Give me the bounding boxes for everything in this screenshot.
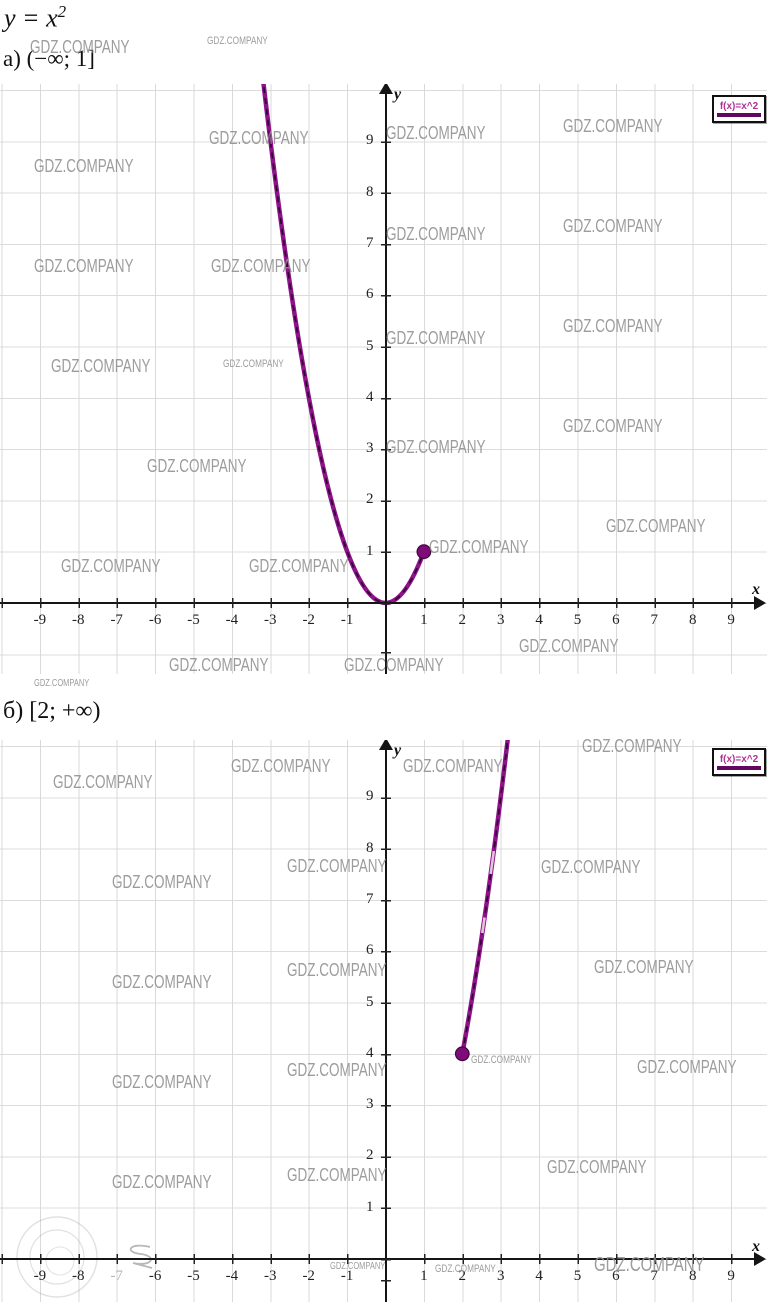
x-tick-label: 3 [496, 612, 505, 628]
x-tick-label: 7 [650, 612, 659, 628]
x-tick-label: 2 [458, 612, 467, 628]
legend-box-b: f(x)=x^2 [712, 748, 766, 776]
x-tick-label: -3 [264, 612, 277, 628]
x-tick-label: 3 [496, 1268, 505, 1284]
x-tick-label: -4 [225, 612, 239, 628]
y-tick-label: 9 [366, 132, 374, 149]
legend-line-swatch [717, 113, 761, 117]
x-tick-label: -7 [110, 612, 123, 628]
part-b-label: б) [2; +∞) [3, 698, 101, 724]
x-tick-label: -1 [340, 1268, 354, 1284]
y-tick-label: 1 [366, 542, 374, 559]
watermark: GDZ.COMPANY [207, 35, 268, 47]
x-tick-label: -6 [148, 1268, 162, 1284]
watermark: GDZ.COMPANY [34, 678, 90, 689]
chart-a: x y f(x)=x^2 -9 -8 -7 -6 -5 -4 -3 -2 -1 1 2 3 4 5 6 7 8 9… [0, 84, 767, 674]
curve-a-core [262, 84, 425, 604]
curve-b-stroke [460, 740, 510, 1057]
y-axis-arrow-icon [378, 740, 393, 750]
curve-a-stroke [261, 84, 427, 606]
x-tick-label: -3 [264, 1268, 277, 1284]
y-axis-label: y [394, 742, 402, 759]
formula-base: y = x [4, 3, 58, 33]
x-axis-label: x [752, 581, 760, 598]
curve-a-parabola [261, 84, 432, 606]
y-tick-label: 5 [366, 337, 374, 354]
x-tick-label: 1 [420, 612, 428, 628]
x-tick-label: -9 [33, 612, 47, 628]
chart-b: x y f(x)=x^2 -9 -8 -7 -6 -5 -4 -3 -2 -1 1 2 3 4 5 6 7 8 9… [0, 740, 767, 1302]
x-tick-label: 2 [458, 1268, 467, 1284]
x-tick-label: 4 [535, 612, 543, 628]
y-tick-label: 7 [366, 890, 374, 907]
y-tick-label: 4 [366, 388, 374, 405]
x-tick-label: -8 [72, 612, 85, 628]
curve-b-core [461, 740, 509, 1054]
y-tick-label: 8 [366, 839, 374, 856]
y-tick-label: 8 [366, 183, 374, 200]
y-tick-label: 4 [366, 1044, 374, 1061]
x-tick-label: -6 [148, 612, 162, 628]
legend-label: f(x)=x^2 [719, 101, 759, 112]
x-tick-label: -7 [110, 1268, 123, 1284]
x-tick-label: 5 [573, 1268, 582, 1284]
x-tick-label: 4 [535, 1268, 543, 1284]
y-axis-ticks [380, 768, 391, 1302]
x-tick-label: 8 [688, 612, 697, 628]
x-tick-label: -8 [72, 1268, 85, 1284]
x-tick-label: 9 [727, 612, 735, 628]
y-axis-label: y [394, 86, 402, 103]
y-tick-label: 3 [366, 440, 374, 457]
legend-box-a: f(x)=x^2 [712, 95, 766, 123]
x-tick-label: -2 [302, 612, 315, 628]
y-tick-label: 2 [366, 1147, 374, 1164]
x-tick-label: 9 [727, 1268, 735, 1284]
y-axis-arrow-icon [378, 84, 393, 94]
y-tick-label: 3 [366, 1096, 374, 1113]
x-tick-label: 7 [650, 1268, 659, 1284]
x-tick-label: -5 [187, 612, 200, 628]
x-tick-label: 6 [612, 612, 620, 628]
y-tick-label: 6 [366, 286, 374, 303]
legend-line-swatch [717, 766, 761, 770]
curve-b-artifact [481, 917, 486, 934]
y-tick-label: 5 [366, 993, 374, 1010]
x-tick-label: 6 [612, 1268, 620, 1284]
y-tick-label: 1 [366, 1198, 374, 1215]
y-axis-ticks [380, 112, 391, 674]
formula-exponent: 2 [57, 2, 67, 21]
x-tick-label: 8 [688, 1268, 697, 1284]
x-tick-label: -2 [302, 1268, 315, 1284]
endpoint-a-dot [416, 544, 432, 560]
x-tick-label: -9 [33, 1268, 47, 1284]
endpoint-b-dot [454, 1046, 470, 1062]
x-tick-label: -5 [187, 1268, 200, 1284]
x-axis-label: x [752, 1238, 760, 1255]
page-title-formula: y = x2 [4, 2, 66, 34]
legend-label: f(x)=x^2 [719, 754, 759, 765]
y-tick-label: 6 [366, 942, 374, 959]
x-tick-label: 1 [420, 1268, 428, 1284]
x-tick-label: -1 [340, 612, 354, 628]
y-tick-label: 2 [366, 491, 374, 508]
y-tick-label: 9 [366, 788, 374, 805]
part-a-label: а) (−∞; 1] [3, 46, 95, 71]
x-tick-label: -4 [225, 1268, 239, 1284]
y-tick-label: 7 [366, 234, 374, 251]
curve-b-artifact [489, 850, 496, 875]
x-tick-label: 5 [573, 612, 582, 628]
